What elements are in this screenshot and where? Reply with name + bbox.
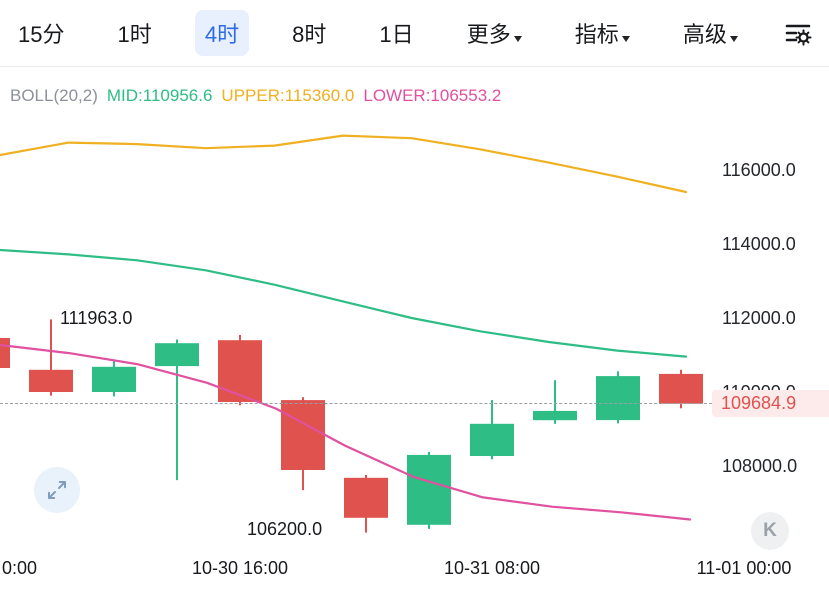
indicator-legend: BOLL(20,2) MID:110956.6 UPPER:115360.0 L… [10, 86, 501, 106]
boll-indicator-label: BOLL(20,2) [10, 86, 98, 105]
y-axis-label: 114000.0 [722, 234, 796, 254]
x-axis-label: 0:00 [2, 558, 38, 578]
chart-settings-icon [785, 24, 812, 46]
tab-8h[interactable]: 8时 [282, 10, 336, 56]
tab-4h[interactable]: 4时 [194, 10, 250, 56]
tab-label: 更多 [466, 22, 511, 47]
x-axis-label: 11-01 00:00 [696, 558, 792, 578]
tab-more[interactable]: 更多 [457, 10, 532, 56]
tab-1d[interactable]: 1日 [369, 10, 423, 56]
dropdown-caret-icon [621, 36, 630, 42]
tab-label: 4时 [204, 22, 240, 47]
y-axis-label: 116000.0 [722, 160, 796, 180]
tab-15min[interactable]: 15分 [8, 10, 74, 56]
boll-lower-value: LOWER:106553.2 [363, 86, 502, 105]
tab-label: 1日 [379, 22, 414, 47]
high-price-label: 111963.0 [60, 308, 133, 328]
boll-upper-value: UPPER:115360.0 [221, 86, 355, 105]
tab-1h[interactable]: 1时 [108, 10, 162, 56]
toolbar-divider [0, 66, 829, 67]
y-axis-label: 108000.0 [722, 456, 798, 476]
x-axis-label: 10-30 16:00 [191, 558, 289, 578]
tab-label: 指标 [574, 22, 619, 47]
tab-label: 1时 [117, 22, 152, 47]
x-axis-label: 10-31 08:00 [443, 558, 541, 578]
tab-advanced[interactable]: 高级 [673, 10, 748, 56]
chart-settings-button[interactable] [781, 16, 815, 50]
y-axis-label: 112000.0 [722, 308, 796, 328]
expand-chart-button[interactable] [34, 467, 80, 513]
dropdown-caret-icon [729, 36, 738, 42]
toolbar: 15分 1时 4时 8时 1日 更多 指标 高级 [0, 0, 829, 66]
current-price-line [0, 403, 712, 404]
kline-service-button[interactable]: K [751, 512, 789, 550]
tab-label: 15分 [18, 22, 65, 47]
expand-arrows-icon [48, 481, 66, 499]
dropdown-caret-icon [513, 36, 522, 42]
tab-indicators[interactable]: 指标 [565, 10, 640, 56]
tab-label: 高级 [682, 22, 727, 47]
current-price-badge: 109684.9 [712, 390, 829, 417]
k-label: K [763, 520, 777, 541]
tab-label: 8时 [292, 22, 327, 47]
low-price-label: 106200.0 [247, 519, 323, 539]
boll-mid-value: MID:110956.6 [106, 86, 213, 105]
